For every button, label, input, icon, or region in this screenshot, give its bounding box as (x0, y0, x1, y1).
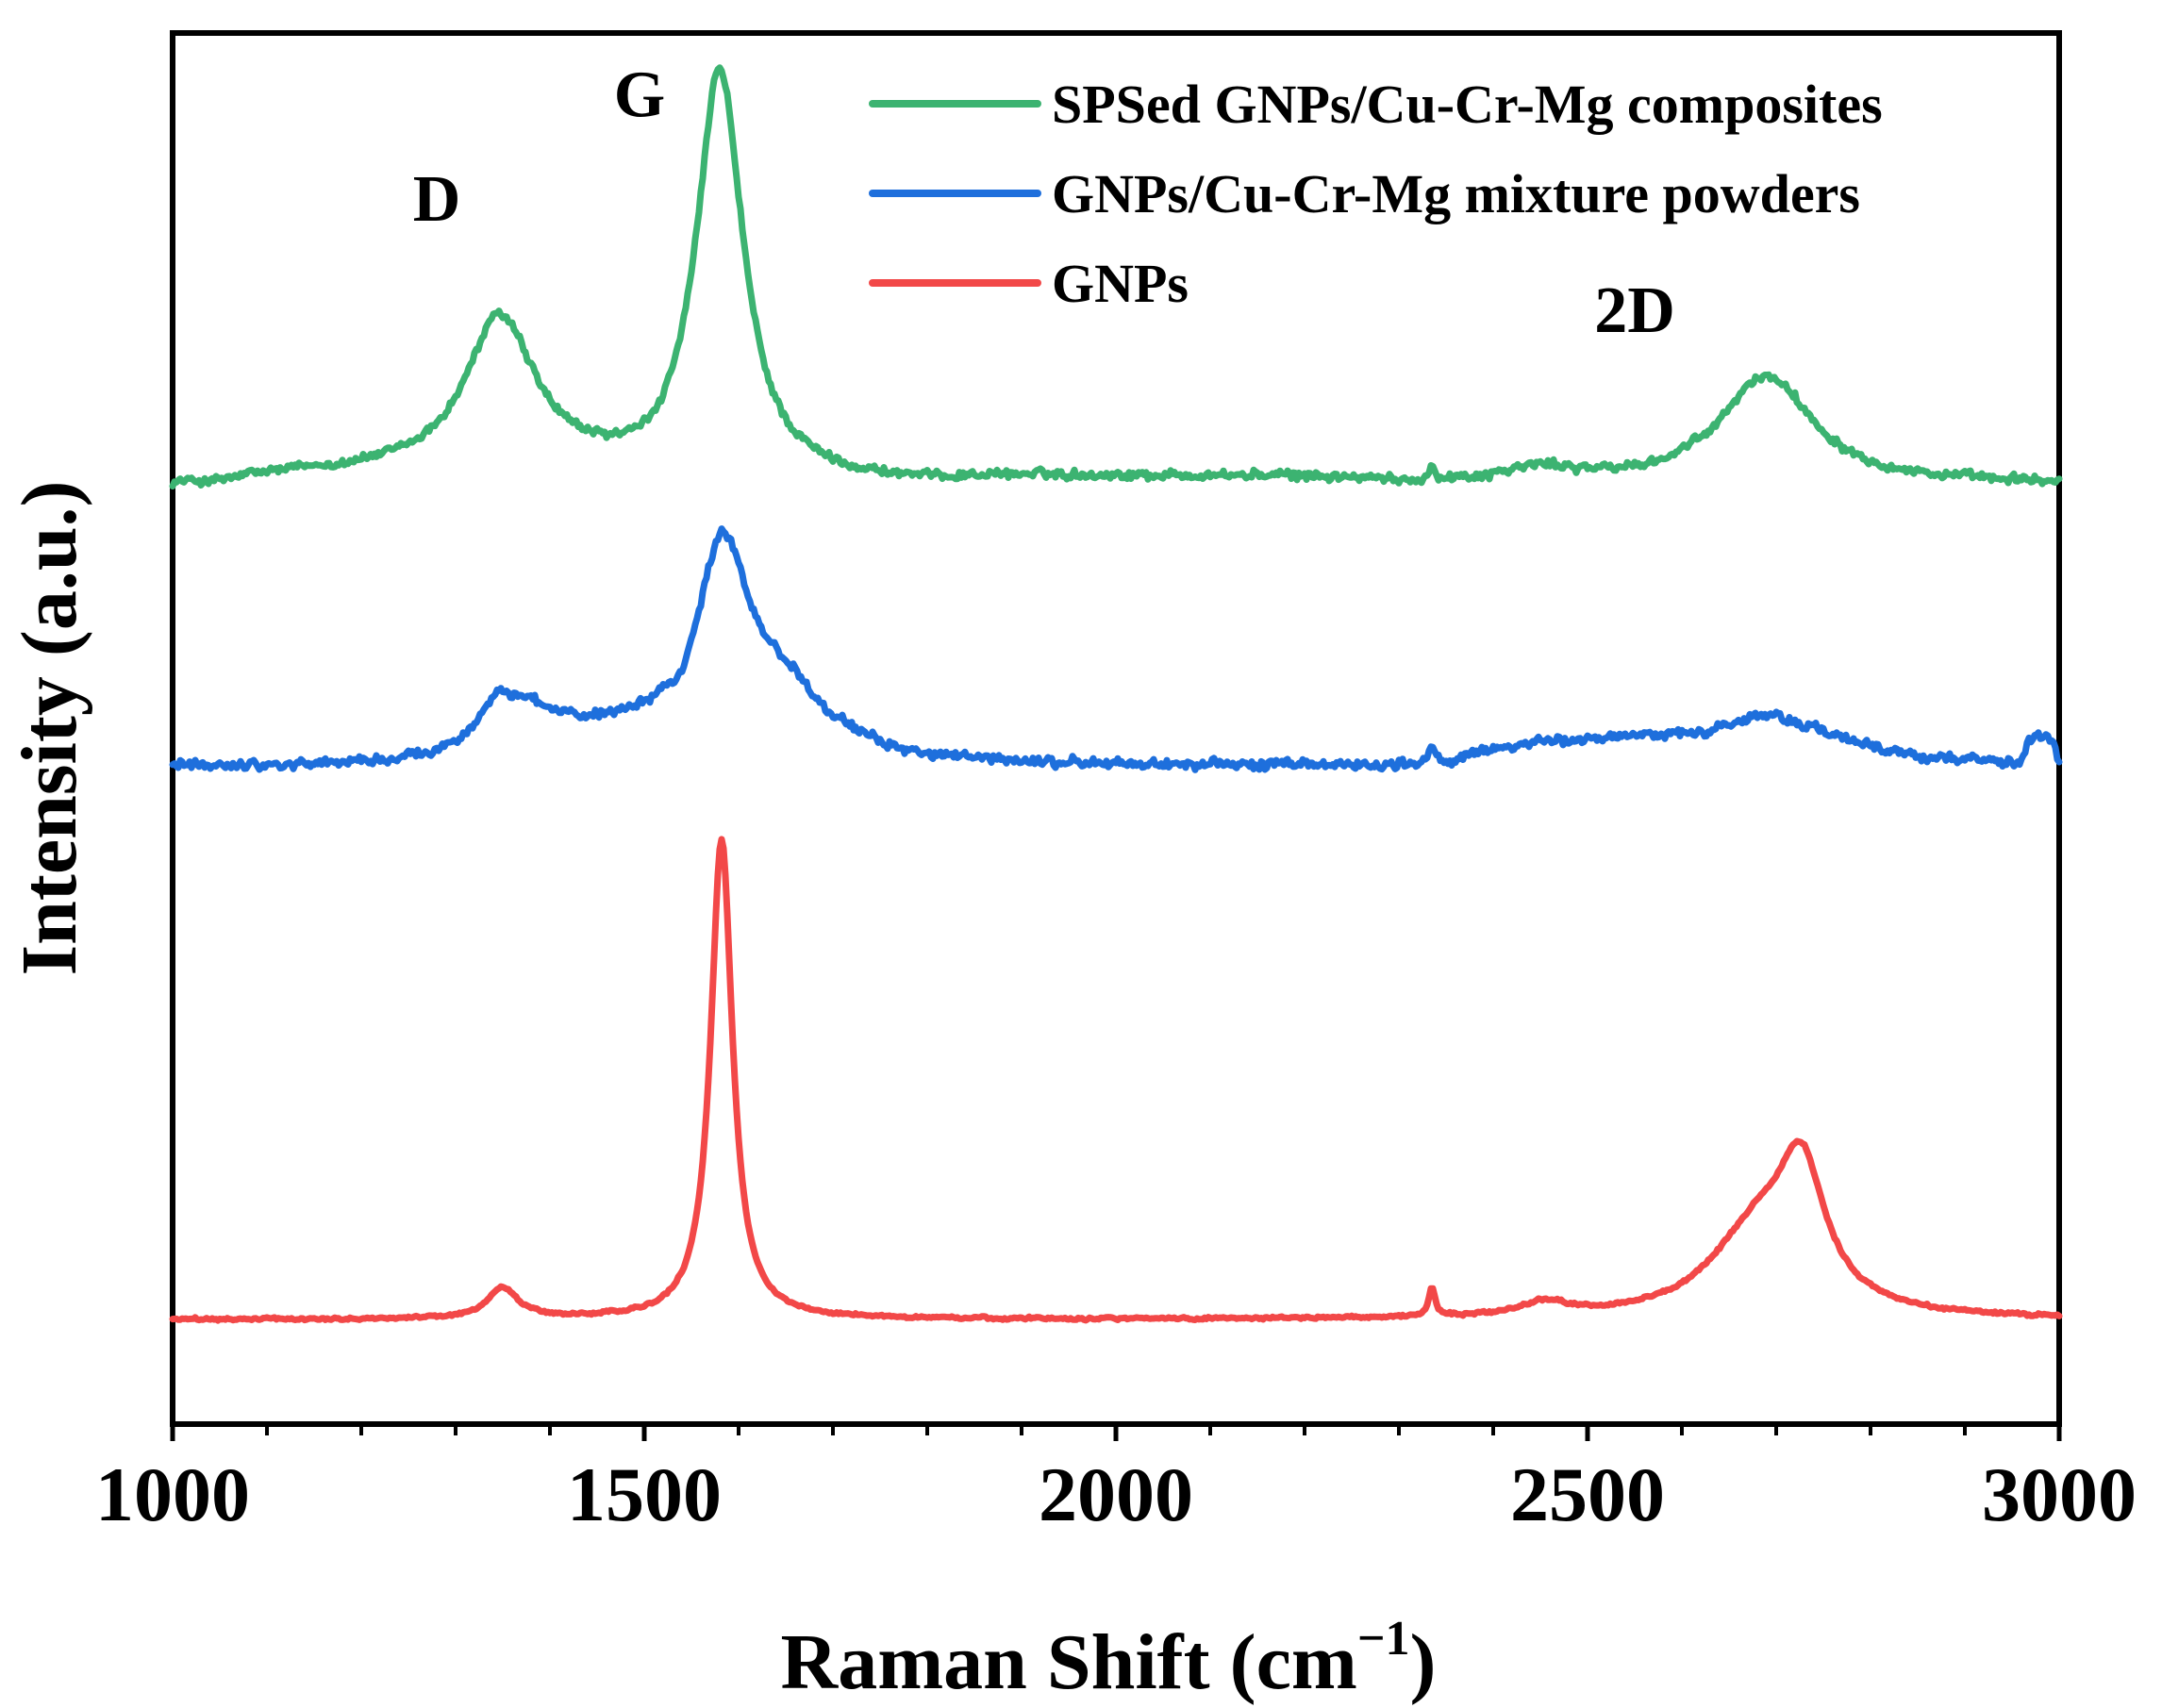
series-line-2 (169, 836, 2063, 1324)
series-line-1 (169, 525, 2063, 773)
x-tick-label: 2000 (1039, 1451, 1193, 1537)
legend-label: GNPs (1052, 253, 1189, 314)
x-axis-ticks (170, 1424, 2062, 1441)
series-line-0 (169, 64, 2063, 489)
peak-label: D (413, 163, 461, 236)
x-tick-label: 1500 (567, 1451, 722, 1537)
x-tick-label: 1000 (95, 1451, 250, 1537)
legend-label: SPSed GNPs/Cu-Cr-Mg composites (1052, 74, 1883, 135)
peak-label: G (614, 59, 665, 132)
x-axis-title-main: Raman Shift (cm (781, 1618, 1357, 1706)
x-axis-title: Raman Shift (cm−1) (781, 1612, 1437, 1706)
series-lines (169, 64, 2063, 1324)
x-tick-label: 2500 (1510, 1451, 1665, 1537)
peak-label: 2D (1594, 274, 1675, 347)
peak-annotations: D G 2D (413, 59, 1675, 348)
legend-label: GNPs/Cu-Cr-Mg mixture powders (1052, 163, 1860, 224)
x-axis-title-close: ) (1409, 1618, 1436, 1706)
x-axis-tick-labels: 1000 1500 2000 2500 3000 (95, 1451, 2137, 1537)
y-axis-title: Intensity (a.u.) (6, 480, 93, 975)
x-axis-title-superscript: −1 (1357, 1612, 1410, 1666)
plot-frame (170, 30, 2062, 1427)
legend: SPSed GNPs/Cu-Cr-Mg composites GNPs/Cu-Cr… (869, 74, 1883, 314)
x-tick-label: 3000 (1982, 1451, 2137, 1537)
